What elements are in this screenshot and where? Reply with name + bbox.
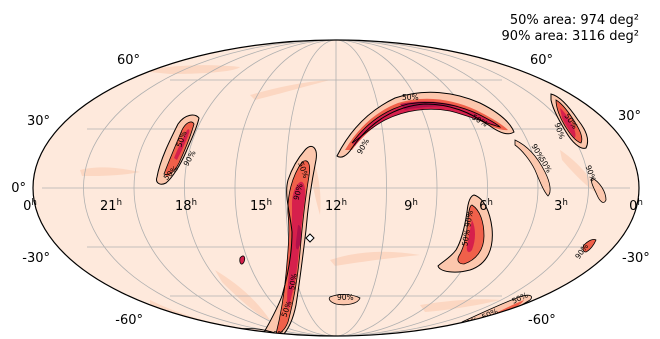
region-central-streak [261,145,317,336]
ra-label-0h-left: 0h [23,198,37,214]
ra-label-3h: 3h [554,198,568,214]
ra-label-6h: 6h [479,198,493,214]
dec-label-m60-right: -60° [528,313,556,328]
region-far-right-island [550,93,589,149]
ra-label-15h: 15h [250,198,272,214]
region-tiny-spot [239,255,246,265]
ra-label-0h-right: 0h [629,198,643,214]
region-top-arc [336,91,515,158]
ra-label-9h: 9h [404,198,418,214]
region-bottom-center [328,294,361,306]
contour-label: 90% [463,210,475,228]
contour-label: 50% [460,229,472,247]
sky-outline [32,39,640,337]
ra-labels: 0h 21h 18h 15h 12h 9h 6h 3h 0h [23,198,643,214]
contour-label: 50% [287,273,299,291]
dec-label-m30-left: -30° [22,251,50,266]
ra-label-18h: 18h [175,198,197,214]
star-marker-icon [305,233,315,243]
ra-label-21h: 21h [100,198,122,214]
graticule-meridians [83,40,589,336]
dec-label-p30-right: 30° [618,109,641,124]
contour-label: 90% [337,293,354,302]
region-right-thin-arc [514,139,551,197]
contour-label: 90% [292,183,305,201]
contour-label: 50% [402,93,419,102]
dec-label-m30-right: -30° [622,251,650,266]
area-90-label: 90% area: 3116 deg² [502,29,639,44]
dec-label-p30-left: 30° [27,114,50,129]
dec-label-zero: 0° [11,181,26,196]
region-right-small [582,177,607,253]
dec-label-p60-right: 60° [530,53,553,68]
dec-label-m60-left: -60° [115,313,143,328]
probability-regions [156,91,607,336]
contour-label: 90% [268,330,285,339]
region-left-arc [156,114,200,185]
dec-label-p60-left: 60° [117,53,140,68]
dec-labels: 60° 60° 30° 30° 0° -30° -30° -60° -60° [11,53,650,328]
region-lower-right-blob [437,194,493,273]
area-50-label: 50% area: 974 deg² [510,13,639,28]
ra-label-12h: 12h [325,198,347,214]
